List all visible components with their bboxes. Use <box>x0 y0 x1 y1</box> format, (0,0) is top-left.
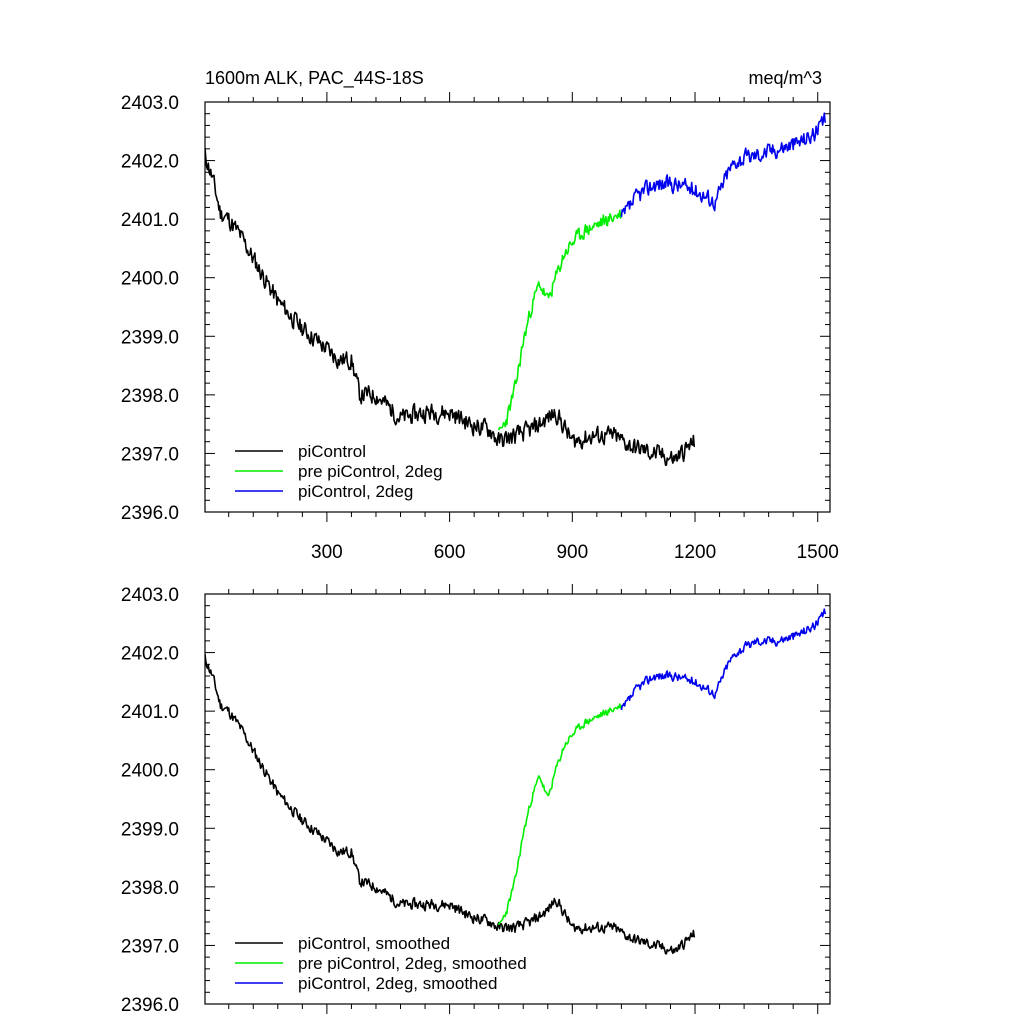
panel1-series-line-1 <box>497 703 623 926</box>
panel0-x-tick-label: 1500 <box>797 542 839 563</box>
panel1-y-tick-label: 2401.0 <box>121 702 179 723</box>
panel0-legend-label: piControl, 2deg <box>298 482 413 501</box>
panel0-x-tick-label: 900 <box>556 542 588 563</box>
panel0-legend-label: piControl <box>298 442 366 461</box>
panel0-y-tick-label: 2399.0 <box>121 327 179 348</box>
panel0-x-tick-label: 1200 <box>674 542 716 563</box>
panel1-y-tick-label: 2402.0 <box>121 644 179 665</box>
panel1-plot-frame <box>204 593 831 1005</box>
panel0-y-tick-label: 2396.0 <box>121 503 179 524</box>
panel1-series-line-2 <box>620 608 827 711</box>
panel1-y-tick-label: 2397.0 <box>121 936 179 957</box>
panel1-y-tick-label: 2396.0 <box>121 995 179 1016</box>
panel1-series-line-0 <box>205 654 696 955</box>
chart-units: meq/m^3 <box>749 68 822 88</box>
panel0-x-tick-label: 600 <box>434 542 466 563</box>
panel0-x-tick-label: 300 <box>311 542 343 563</box>
panel1-legend-label: piControl, smoothed <box>298 934 450 953</box>
panel1-y-tick-label: 2403.0 <box>121 585 179 606</box>
panel1-y-tick-label: 2398.0 <box>121 878 179 899</box>
chart-title: 1600m ALK, PAC_44S-18S <box>205 68 424 89</box>
panel0-y-tick-label: 2400.0 <box>121 269 179 290</box>
panel0-plot-frame <box>204 101 831 513</box>
panel0-y-tick-label: 2403.0 <box>121 93 179 114</box>
panel0-y-tick-label: 2398.0 <box>121 386 179 407</box>
panel0-series-line-1 <box>497 209 623 431</box>
top-panel: 2396.0 2397.0 2398.0 2399.0 2400.0 2401.0 2402… <box>121 68 839 563</box>
panel1-y-tick-label: 2400.0 <box>121 761 179 782</box>
panel0-series-line-2 <box>620 112 827 218</box>
panel1-legend-label: pre piControl, 2deg, smoothed <box>298 954 527 973</box>
panel0-y-tick-label: 2401.0 <box>121 210 179 231</box>
panel0-legend-label: pre piControl, 2deg <box>298 462 443 481</box>
bottom-panel: 2396.0 2397.0 2398.0 2399.0 2400.0 2401.0 2402… <box>121 584 831 1016</box>
panel1-legend-label: piControl, 2deg, smoothed <box>298 974 497 993</box>
panel0-y-tick-label: 2397.0 <box>121 444 179 465</box>
panel0-series-line-0 <box>205 147 696 466</box>
panel1-y-tick-label: 2399.0 <box>121 819 179 840</box>
panel0-y-tick-label: 2402.0 <box>121 152 179 173</box>
